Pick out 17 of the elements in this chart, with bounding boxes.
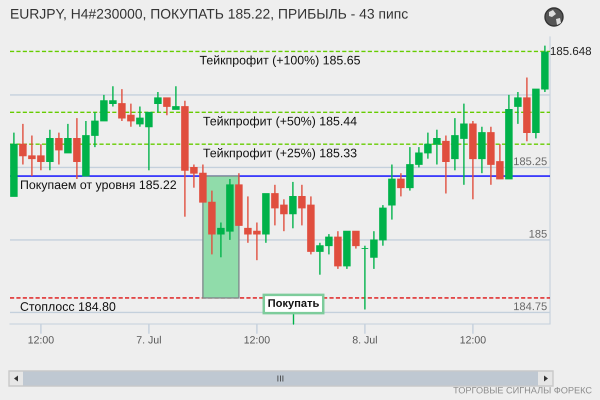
x-tick-label: 12:00 <box>244 336 270 344</box>
ref-line-label: Тейкпрофит (+50%) 185.44 <box>203 116 357 128</box>
y-tick-label: 185 <box>530 230 547 238</box>
x-tick-label: 8. Jul <box>352 336 377 344</box>
chart-title: EURJPY, H4#230000, ПОКУПАТЬ 185.22, ПРИБЫЛЬ - 43 пипс <box>11 8 408 20</box>
annotation: 185.648 <box>550 46 592 56</box>
annotation: Покупать <box>268 299 319 310</box>
ref-line-label: Стоплосс 184.80 <box>20 302 116 311</box>
x-tick-label: 7. Jul <box>136 336 161 344</box>
x-tick-label: 12:00 <box>28 336 54 344</box>
ref-line-label: Тейкпрофит (+25%) 185.33 <box>203 148 357 160</box>
ref-line-label: Тейкпрофит (+100%) 185.65 <box>200 55 360 67</box>
text: ТОРГОВЫЕ СИГНАЛЫ ФОРЕКС <box>453 386 592 394</box>
y-tick-label: 185.25 <box>514 157 547 166</box>
ref-line-label: Покупаем от уровня 185.22 <box>20 180 176 192</box>
x-tick-label: 12:00 <box>460 336 486 344</box>
y-tick-label: 184.75 <box>514 302 547 310</box>
